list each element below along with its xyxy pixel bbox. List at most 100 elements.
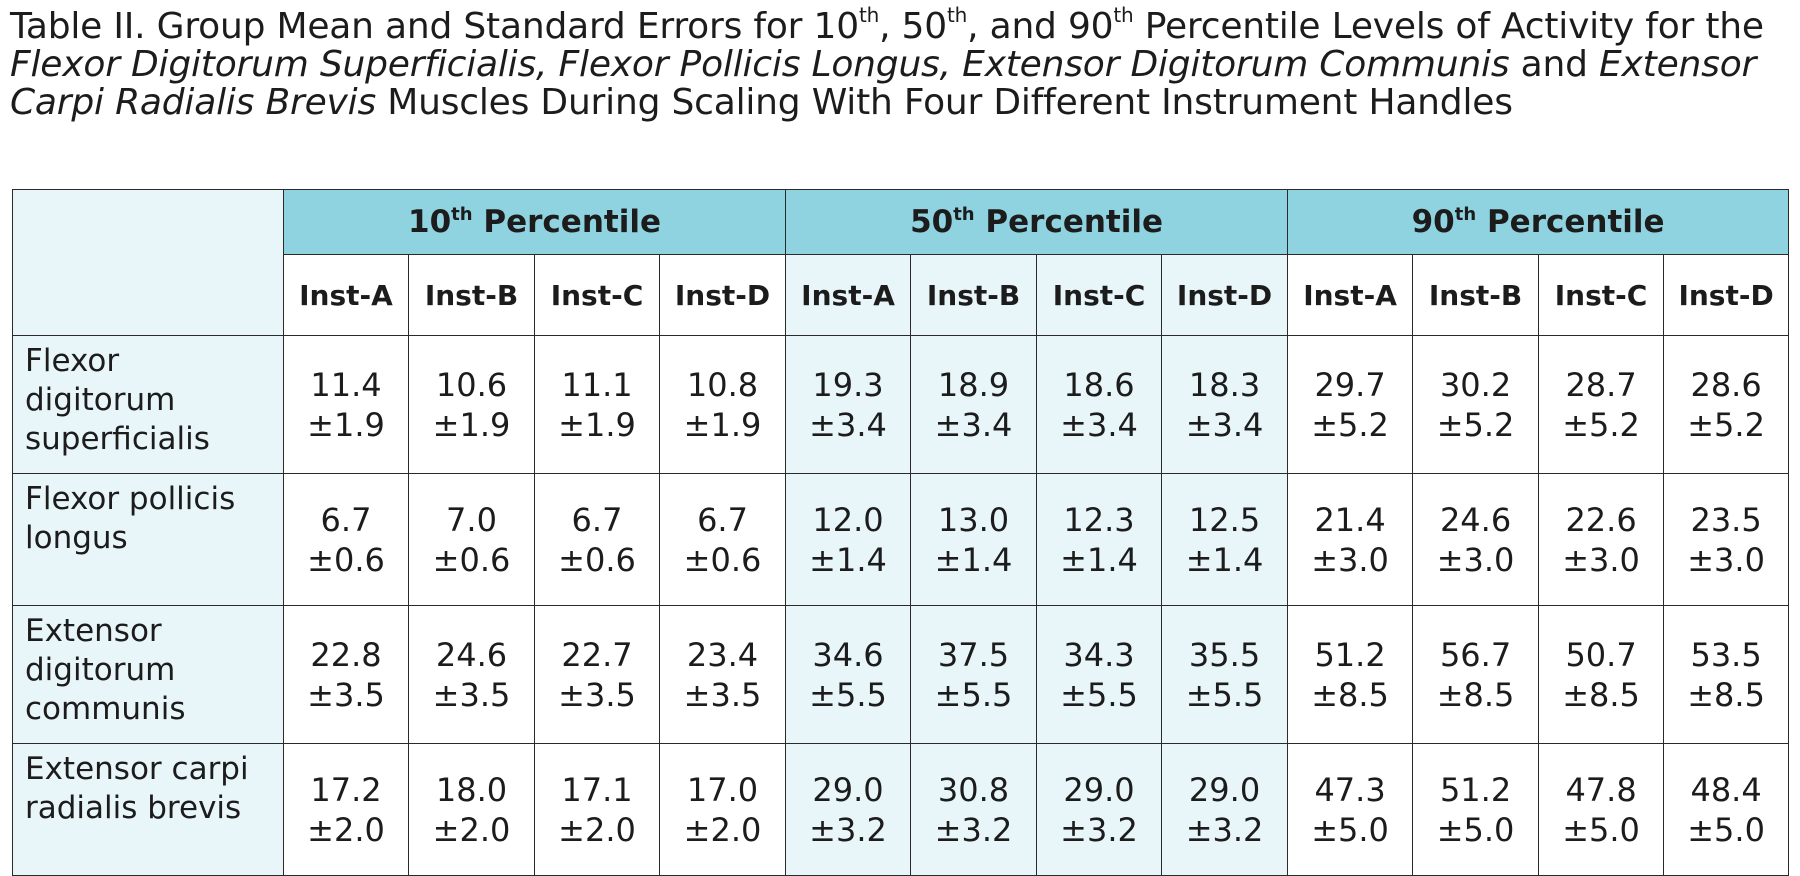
standard-error-value: ±1.9 [558,405,636,444]
standard-error-value: ±8.5 [1311,675,1389,714]
standard-error-value: ±5.5 [809,675,887,714]
value-cell: 22.8 ±3.5 [283,605,409,744]
standard-error-value: ±1.4 [1060,540,1138,579]
mean-value: 18.0 [435,770,508,809]
standard-error-value: ±0.6 [683,540,762,579]
standard-error-value: ±0.6 [558,540,636,579]
mean-value: 24.6 [435,635,508,674]
mean-value: 48.4 [1690,770,1762,809]
value-cell: 51.2 ±5.0 [1412,743,1540,876]
mean-value: 10.8 [686,365,759,404]
value-cell: 34.3 ±5.5 [1036,605,1163,744]
value-cell: 17.1 ±2.0 [534,743,660,876]
standard-error-value: ±3.0 [1436,540,1515,579]
column-header-inst-c: Inst-C [1036,254,1163,336]
mean-value: 12.3 [1063,500,1135,539]
mean-value: 13.0 [937,500,1010,539]
column-header-inst-a: Inst-A [283,254,409,336]
standard-error-value: ±8.5 [1436,675,1515,714]
value-cell: 29.0 ±3.2 [785,743,912,876]
mean-value: 6.7 [571,500,623,539]
mean-value: 51.2 [1314,635,1386,674]
value-cell: 34.6 ±5.5 [785,605,912,744]
column-header-inst-b: Inst-B [1412,254,1540,336]
standard-error-value: ±3.4 [934,405,1013,444]
standard-error-value: ±1.4 [809,540,887,579]
column-header-inst-a: Inst-A [1287,254,1414,336]
standard-error-value: ±1.9 [432,405,511,444]
value-cell: 51.2 ±8.5 [1287,605,1414,744]
value-cell: 11.1 ±1.9 [534,335,660,474]
standard-error-value: ±3.5 [432,675,511,714]
mean-value: 47.3 [1314,770,1386,809]
value-cell: 28.7 ±5.2 [1538,335,1665,474]
mean-value: 56.7 [1439,635,1512,674]
standard-error-value: ±5.5 [1185,675,1264,714]
standard-error-value: ±5.0 [1562,810,1640,849]
standard-error-value: ±3.5 [683,675,762,714]
value-cell: 7.0 ±0.6 [408,473,535,606]
value-cell: 10.8 ±1.9 [658,335,787,474]
standard-error-value: ±3.5 [307,675,385,714]
instrument-header-row: Inst-A Inst-B Inst-C Inst-D Inst-A Inst-B Inst… [13,254,1790,336]
standard-error-value: ±2.0 [683,810,762,849]
value-cell: 23.5 ±3.0 [1663,473,1790,606]
mean-value: 18.3 [1188,365,1261,404]
standard-error-value: ±5.0 [1436,810,1515,849]
mean-value: 35.5 [1188,635,1261,674]
value-cell: 53.5 ±8.5 [1663,605,1790,744]
group-header-10th: 10th Percentile [282,189,787,255]
column-header-inst-b: Inst-B [910,254,1038,336]
table-row: Extensor digitorum communis 22.8 ±3.5 24.6 ±… [12,605,1790,744]
standard-error-value: ±2.0 [432,810,511,849]
value-cell: 29.0 ±3.2 [1161,743,1289,876]
value-cell: 50.7 ±8.5 [1538,605,1665,744]
value-cell: 35.5 ±5.5 [1161,605,1289,744]
value-cell: 37.5 ±5.5 [910,605,1038,744]
standard-error-value: ±3.0 [1687,540,1765,579]
row-label: Extensor carpi radialis brevis [12,743,284,876]
value-cell: 6.7 ±0.6 [283,473,409,606]
standard-error-value: ±0.6 [432,540,511,579]
mean-value: 17.0 [686,770,759,809]
value-cell: 48.4 ±5.0 [1663,743,1790,876]
value-cell: 13.0 ±1.4 [910,473,1038,606]
standard-error-value: ±5.2 [1311,405,1389,444]
mean-value: 18.6 [1063,365,1135,404]
value-cell: 24.6 ±3.5 [408,605,535,744]
value-cell: 18.6 ±3.4 [1036,335,1163,474]
standard-error-value: ±5.0 [1311,810,1389,849]
value-cell: 6.7 ±0.6 [658,473,787,606]
mean-value: 6.7 [697,500,748,539]
mean-value: 34.3 [1063,635,1135,674]
mean-value: 6.7 [320,500,372,539]
mean-value: 22.7 [561,635,633,674]
standard-error-value: ±1.4 [1185,540,1264,579]
table-caption: Table II. Group Mean and Standard Errors… [10,3,1764,123]
value-cell: 10.6 ±1.9 [408,335,535,474]
mean-value: 29.7 [1314,365,1386,404]
table-corner-cell [12,189,284,336]
standard-error-value: ±5.2 [1562,405,1640,444]
standard-error-value: ±3.2 [1060,810,1138,849]
column-header-inst-c: Inst-C [534,254,660,336]
standard-error-value: ±3.5 [558,675,636,714]
row-label: Flexor pollicis longus [12,473,284,606]
standard-error-value: ±3.2 [809,810,887,849]
standard-error-value: ±1.9 [683,405,762,444]
value-cell: 23.4 ±3.5 [658,605,787,744]
mean-value: 30.2 [1439,365,1512,404]
standard-error-value: ±5.2 [1687,405,1765,444]
mean-value: 12.0 [812,500,884,539]
mean-value: 19.3 [812,365,884,404]
value-cell: 11.4 ±1.9 [283,335,409,474]
group-header-90th: 90th Percentile [1287,189,1790,255]
column-header-inst-c: Inst-C [1538,254,1665,336]
mean-value: 50.7 [1565,635,1637,674]
value-cell: 28.6 ±5.2 [1663,335,1790,474]
table-row: Extensor carpi radialis brevis 17.2 ±2.0 18… [12,743,1790,876]
value-cell: 19.3 ±3.4 [785,335,912,474]
value-cell: 24.6 ±3.0 [1412,473,1540,606]
standard-error-value: ±5.0 [1687,810,1765,849]
value-cell: 30.8 ±3.2 [910,743,1038,876]
